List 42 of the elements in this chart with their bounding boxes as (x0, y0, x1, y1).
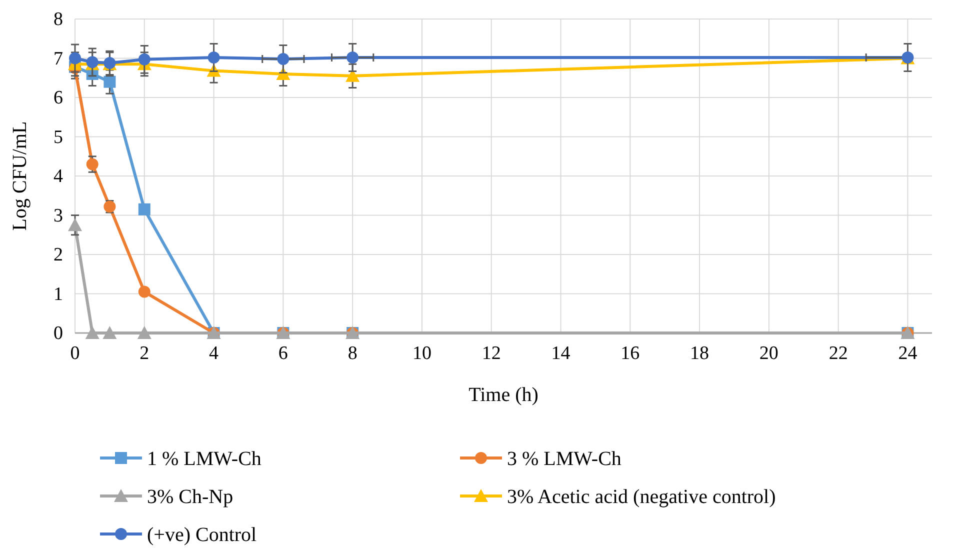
legend-label: 1 % LMW-Ch (147, 448, 262, 470)
x-tick-label: 22 (828, 343, 848, 364)
y-axis-title: Log CFU/mL (9, 121, 31, 231)
point (86, 158, 98, 170)
y-tick-label: 0 (54, 323, 63, 344)
x-axis-title: Time (h) (468, 384, 538, 406)
point (346, 51, 359, 64)
point (68, 218, 82, 232)
point (102, 326, 117, 339)
x-tick-label: 0 (70, 343, 80, 364)
x-tick-label: 16 (620, 343, 640, 364)
point (277, 53, 290, 66)
x-tick-label: 14 (551, 343, 571, 364)
y-tick-label: 7 (54, 48, 63, 70)
point (85, 326, 100, 339)
x-tick-label: 12 (482, 343, 501, 364)
point (138, 203, 150, 216)
legend-label: (+ve) Control (147, 524, 258, 546)
point (69, 52, 81, 64)
x-tick-label: 2 (140, 343, 150, 364)
y-tick-label: 3 (54, 205, 63, 226)
x-tick-label: 24 (898, 343, 918, 364)
legend-label: 3% Ch-Np (147, 486, 234, 508)
y-tick-label: 5 (54, 126, 63, 148)
x-tick-label: 4 (209, 343, 220, 364)
x-tick-label: 8 (348, 343, 358, 364)
y-tick-label: 2 (54, 244, 63, 266)
legend-label: 3% Acetic acid (negative control) (507, 486, 776, 508)
x-tick-label: 6 (278, 343, 288, 364)
point (138, 286, 150, 298)
y-tick-label: 8 (54, 9, 63, 30)
x-tick-label: 18 (690, 343, 710, 364)
point (208, 51, 220, 64)
y-tick-label: 1 (54, 284, 63, 305)
point (137, 326, 152, 339)
legend-label: 3 % LMW-Ch (507, 448, 622, 470)
y-tick-label: 4 (54, 166, 64, 187)
y-tick-label: 6 (54, 88, 63, 108)
point (138, 53, 150, 66)
x-tick-label: 20 (759, 343, 778, 364)
x-tick-label: 10 (412, 343, 432, 364)
point (104, 76, 116, 88)
